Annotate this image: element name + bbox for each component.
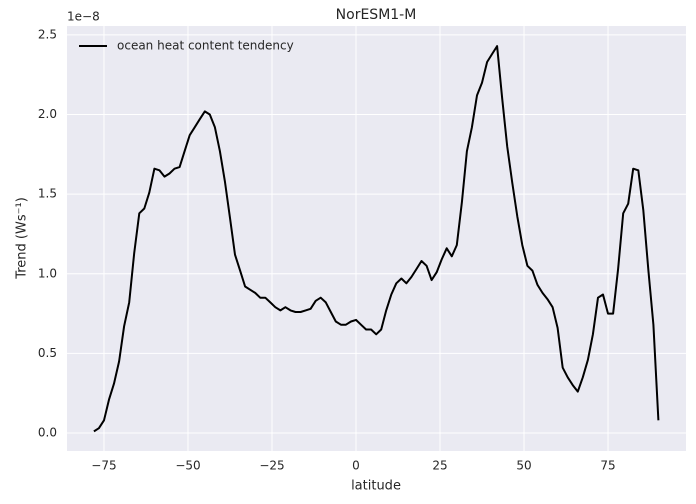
y-tick-label: 2.0 (38, 107, 57, 121)
lines (93, 45, 660, 433)
y-tick-label: 1.0 (38, 266, 57, 280)
y-tick-label: 1.5 (38, 187, 57, 201)
x-tick-label: −25 (259, 459, 284, 473)
legend-label: ocean heat content tendency (117, 39, 294, 53)
chart-title: NorESM1-M (336, 7, 417, 23)
x-tick-label: −50 (175, 459, 200, 473)
legend: ocean heat content tendency (79, 39, 294, 53)
y-tick-label: 0.0 (38, 426, 57, 440)
y-axis-label: Trend (Ws⁻¹) (15, 197, 30, 280)
x-axis-label: latitude (351, 479, 401, 494)
y-tick-label: 2.5 (38, 27, 57, 41)
y-tick-label: 0.5 (38, 346, 57, 360)
y-offset-label: 1e−8 (67, 10, 100, 24)
x-tick-label: 75 (600, 459, 615, 473)
data-line (93, 45, 660, 433)
x-tick-label: 50 (516, 459, 531, 473)
plot-area (67, 26, 686, 451)
grid (67, 26, 686, 451)
x-tick-label: −75 (91, 459, 116, 473)
x-tick-label: 0 (352, 459, 360, 473)
x-tick-label: 25 (432, 459, 447, 473)
